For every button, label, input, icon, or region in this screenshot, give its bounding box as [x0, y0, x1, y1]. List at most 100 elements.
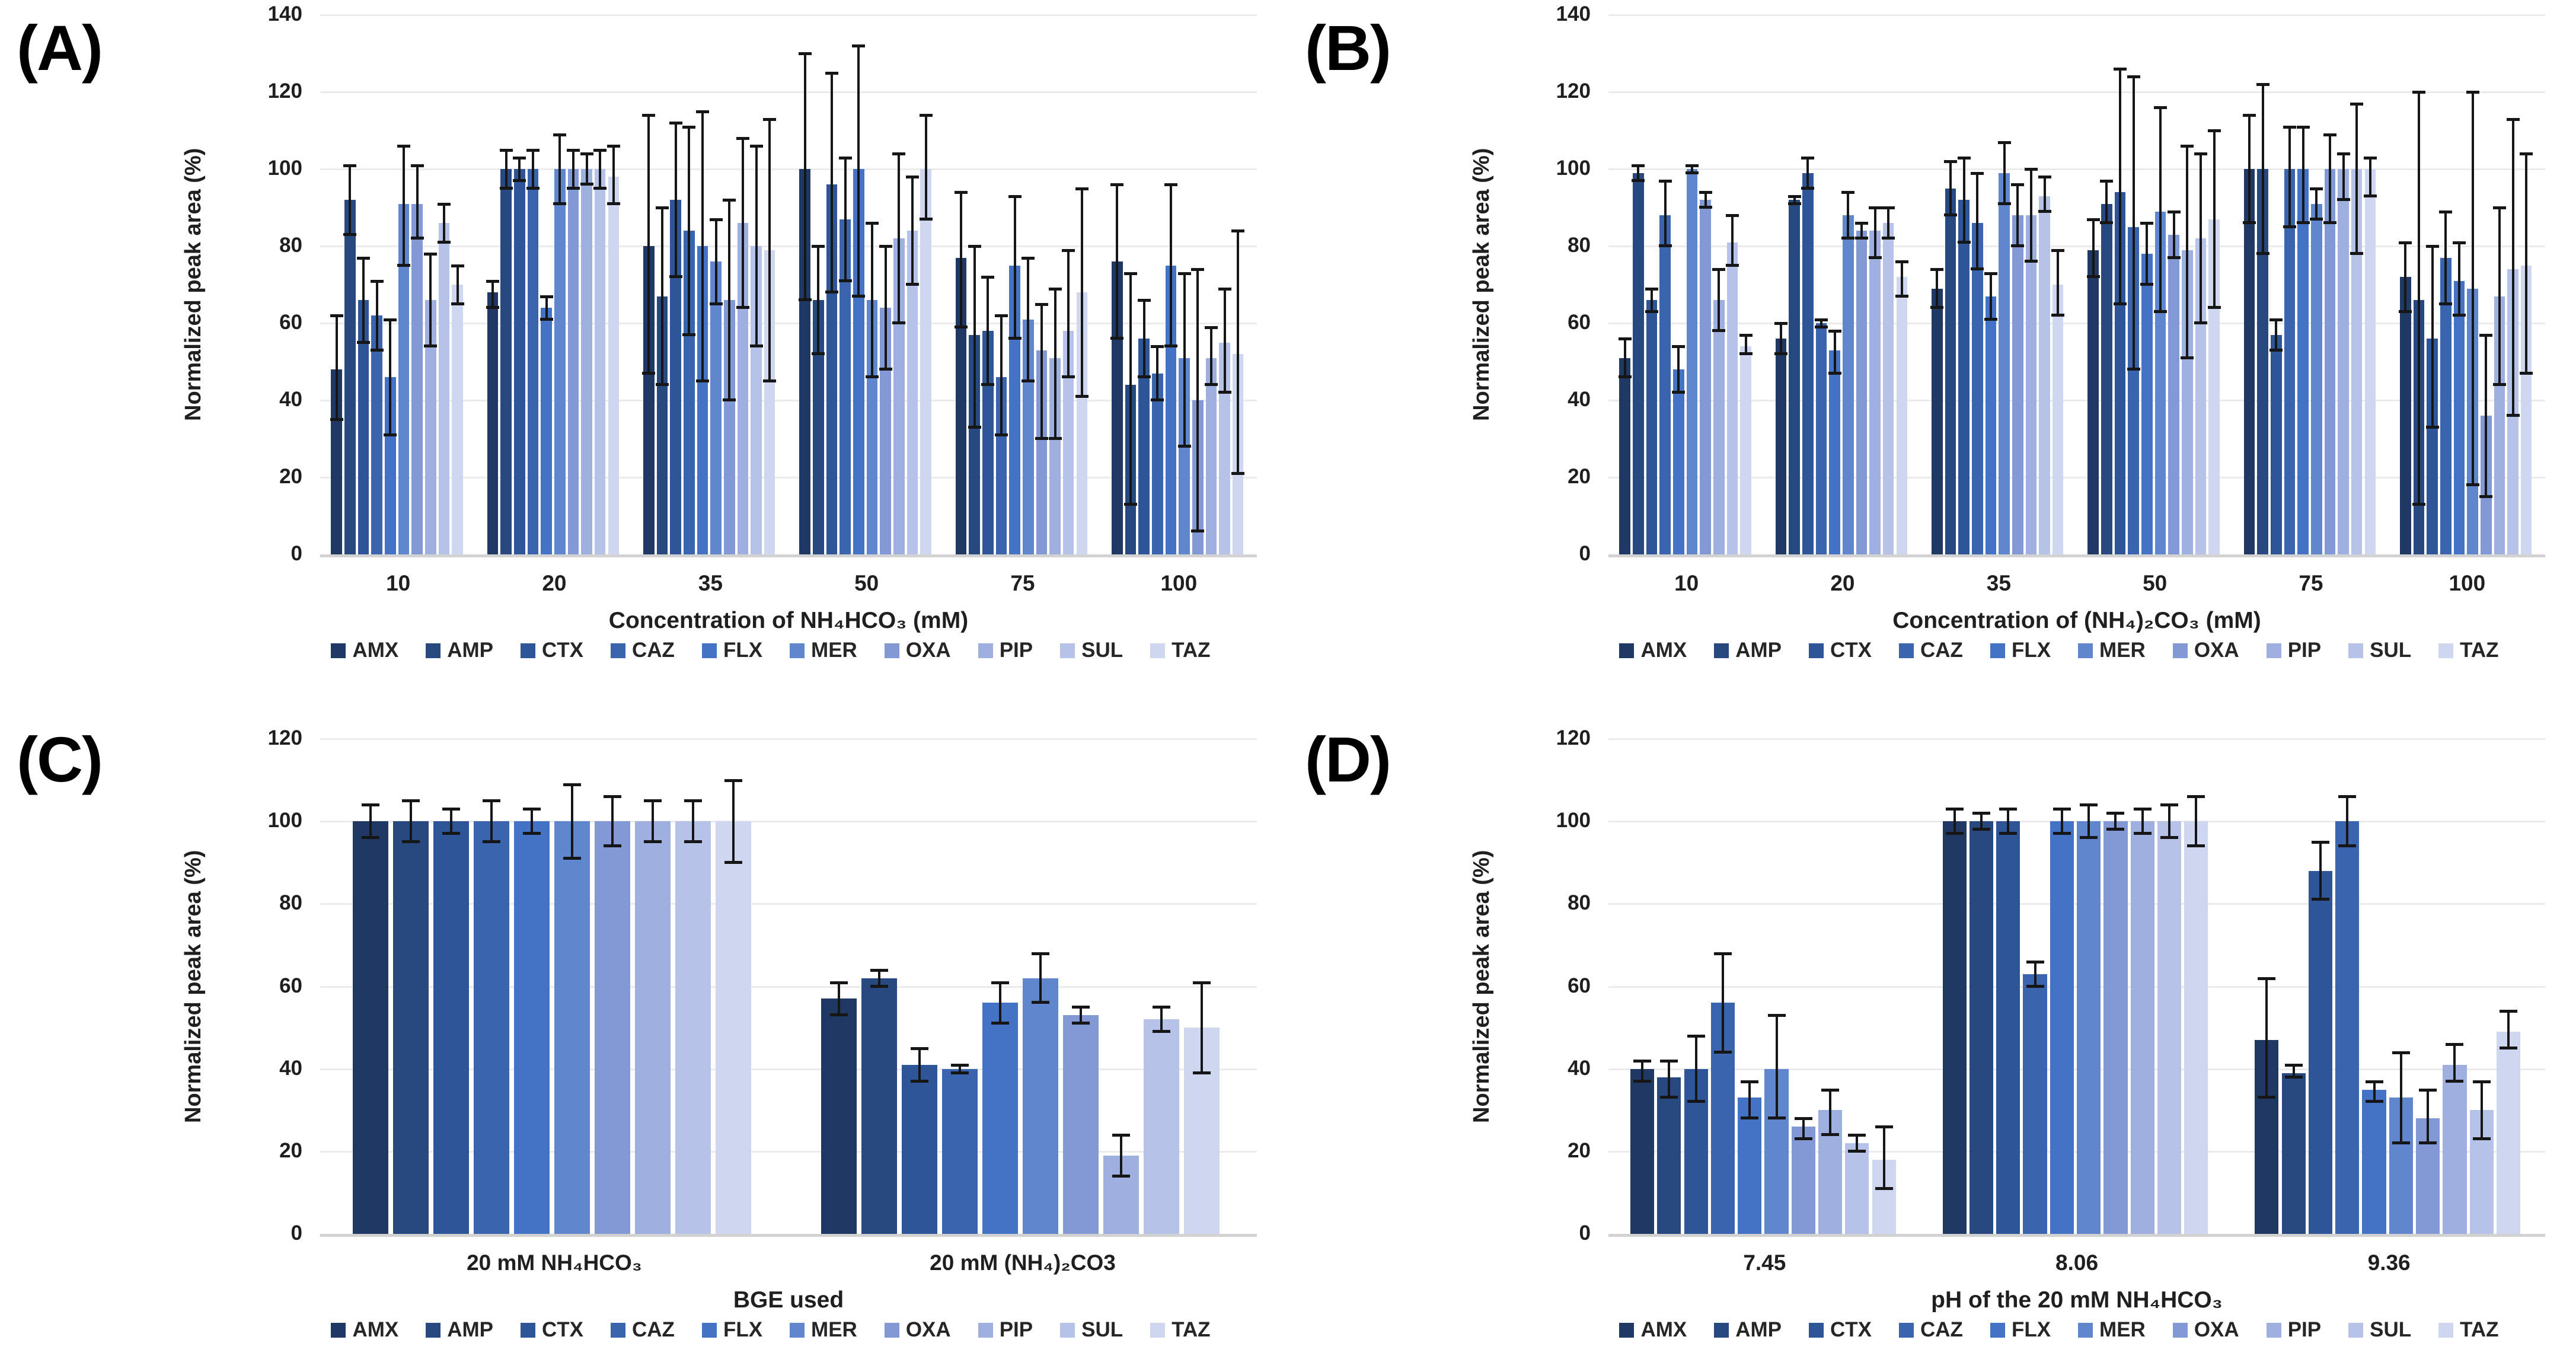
error-cap-bottom-b-10-OXA — [1699, 206, 1712, 209]
gridline-c-20 — [320, 1150, 1257, 1153]
legend-item-b-FLX: FLX — [1990, 639, 2051, 662]
error-cap-bottom-a-75-MER — [1022, 379, 1035, 382]
error-cap-top-b-10-TAZ — [1739, 333, 1753, 337]
legend-swatch-OXA-icon — [884, 1322, 899, 1338]
error-cap-bottom-a-75-PIP — [1048, 437, 1062, 440]
error-cap-top-a-75-OXA — [1035, 302, 1048, 306]
legend-label-c-SUL: SUL — [1081, 1318, 1123, 1341]
gridline-d-120 — [1608, 738, 2545, 740]
y-tick-a-140: 140 — [267, 2, 302, 25]
error-cap-top-d-8.06-PIP — [2133, 808, 2152, 811]
error-cap-bottom-b-10-FLX — [1672, 391, 1686, 394]
error-cap-bottom-d-9.36-AMX — [2258, 1096, 2276, 1099]
legend-label-c-TAZ: TAZ — [1172, 1318, 1211, 1341]
error-bar-b-10-MER — [1691, 165, 1693, 173]
error-cap-bottom-a-75-OXA — [1035, 437, 1048, 440]
bar-d-7.45-AMP — [1657, 1077, 1681, 1234]
bar-a-35-OXA — [724, 300, 735, 554]
error-bar-b-100-AMP — [2418, 92, 2421, 505]
error-bar-c-20 mM (NH₄)₂CO3-AMX — [838, 982, 841, 1016]
error-bar-b-35-PIP — [2029, 169, 2032, 261]
error-bar-a-10-SUL — [442, 203, 445, 243]
bar-b-50-PIP — [2182, 250, 2193, 554]
legend-swatch-FLX-icon — [1990, 643, 2005, 658]
error-bar-b-10-FLX — [1677, 346, 1680, 393]
error-bar-d-9.36-SUL — [2480, 1081, 2483, 1139]
error-cap-bottom-b-35-CAZ — [1971, 267, 1984, 270]
error-cap-bottom-a-50-PIP — [892, 321, 906, 324]
error-cap-top-d-8.06-SUL — [2160, 803, 2178, 807]
error-bar-c-20 mM NH₄HCO₃-CAZ — [490, 800, 493, 842]
bar-b-20-PIP — [1869, 231, 1881, 554]
error-cap-bottom-d-8.06-PIP — [2133, 832, 2152, 835]
x-group-label-b-2: 35 — [1986, 571, 2011, 595]
error-cap-top-d-9.36-MER — [2392, 1051, 2410, 1054]
bar-b-100-CAZ — [2440, 257, 2451, 554]
error-cap-top-b-20-MER — [1841, 191, 1855, 194]
legend-item-d-SUL: SUL — [2348, 1318, 2411, 1342]
error-bar-b-10-CAZ — [1664, 180, 1667, 246]
panel-b: (B) Normalized peak area (%) 0 20 40 60 80 100 1… — [1288, 0, 2576, 679]
error-cap-top-d-9.36-OXA — [2419, 1088, 2437, 1092]
error-bar-d-7.45-FLX — [1748, 1081, 1751, 1119]
error-cap-bottom-a-20-AMP — [499, 186, 513, 190]
bar-b-35-FLX — [1985, 296, 1997, 554]
error-cap-bottom-b-20-SUL — [1882, 237, 1895, 240]
error-cap-top-a-10-TAZ — [451, 264, 464, 267]
legend-label-a-SUL: SUL — [1081, 639, 1123, 662]
error-bar-a-50-SUL — [911, 177, 914, 285]
error-cap-bottom-d-8.06-MER — [2080, 836, 2098, 839]
error-bar-b-35-MER — [2003, 142, 2006, 204]
error-cap-bottom-a-20-TAZ — [607, 202, 620, 205]
error-cap-bottom-a-35-FLX — [696, 379, 709, 382]
error-cap-top-d-7.45-PIP — [1821, 1088, 1840, 1092]
error-cap-top-c-20 mM NH₄HCO₃-OXA — [603, 795, 621, 799]
bar-a-20-OXA — [567, 169, 579, 554]
gridline-b-20 — [1608, 477, 2545, 478]
error-bar-a-20-AMX — [491, 280, 494, 308]
bar-b-20-AMX — [1775, 339, 1787, 554]
bar-a-35-AMP — [656, 296, 668, 554]
bar-a-75-TAZ — [1076, 292, 1088, 554]
y-tick-a-0: 0 — [291, 542, 302, 565]
y-tick-b-20: 20 — [1568, 465, 1591, 488]
legend-swatch-CTX-icon — [1809, 643, 1824, 658]
error-bar-b-20-TAZ — [1900, 261, 1903, 296]
bar-d-7.45-AMX — [1630, 1068, 1655, 1234]
error-bar-b-35-AMX — [1936, 269, 1939, 308]
error-cap-top-b-35-OXA — [2011, 183, 2025, 186]
bar-a-10-MER — [398, 203, 410, 554]
y-tick-a-80: 80 — [279, 234, 302, 257]
error-cap-top-a-35-FLX — [696, 110, 709, 113]
error-bar-a-20-FLX — [545, 296, 548, 320]
error-cap-top-d-7.45-CAZ — [1713, 952, 1732, 955]
error-cap-bottom-a-50-OXA — [879, 368, 892, 371]
error-bar-a-35-PIP — [741, 138, 744, 308]
error-cap-top-a-35-CTX — [669, 122, 682, 125]
error-cap-top-a-75-SUL — [1062, 248, 1075, 252]
legend-item-c-CAZ: CAZ — [611, 1318, 675, 1342]
error-cap-bottom-b-35-SUL — [2038, 209, 2051, 213]
error-cap-top-b-35-SUL — [2038, 176, 2051, 178]
x-group-label-a-3: 50 — [854, 571, 879, 595]
error-bar-b-75-SUL — [2355, 103, 2358, 254]
error-cap-top-a-100-AMX — [1110, 183, 1124, 186]
legend-swatch-CAZ-icon — [611, 643, 625, 658]
y-tick-d-0: 0 — [1579, 1221, 1591, 1245]
error-cap-top-a-20-FLX — [540, 295, 553, 298]
y-tick-b-100: 100 — [1556, 157, 1591, 180]
bar-d-8.06-FLX — [2050, 821, 2074, 1234]
bar-d-8.06-AMP — [1969, 821, 1994, 1234]
bar-c-20 mM (NH₄)₂CO3-FLX — [982, 1003, 1018, 1234]
error-bar-a-35-TAZ — [768, 119, 771, 381]
error-bar-a-20-AMP — [505, 149, 507, 189]
bar-a-10-AMX — [331, 369, 342, 554]
error-bar-a-50-AMP — [817, 246, 820, 354]
error-cap-bottom-c-20 mM (NH₄)₂CO3-CAZ — [951, 1071, 969, 1074]
error-cap-bottom-b-75-AMP — [2256, 252, 2269, 255]
bar-b-10-CTX — [1646, 300, 1658, 554]
error-cap-bottom-a-35-PIP — [736, 306, 749, 309]
error-cap-bottom-a-100-AMX — [1110, 337, 1124, 340]
bar-a-20-AMP — [500, 169, 512, 554]
error-bar-b-50-PIP — [2186, 146, 2189, 358]
